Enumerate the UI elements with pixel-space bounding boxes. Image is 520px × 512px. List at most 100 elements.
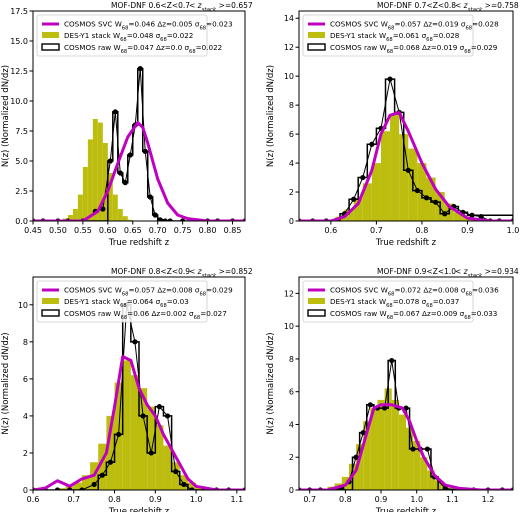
y-tick-label: 0.0 bbox=[15, 217, 28, 226]
y-tick-label: 10 bbox=[284, 322, 294, 331]
panel-title-mean: < zstack >=0.852 bbox=[189, 267, 253, 279]
y-tick-label: 6 bbox=[289, 130, 294, 139]
x-tick-label: 0.75 bbox=[174, 226, 192, 235]
x-tick-label: 0.9 bbox=[461, 226, 474, 235]
x-tick-label: 0.6 bbox=[325, 226, 338, 235]
y-tick-label: 14 bbox=[284, 14, 294, 23]
des-stack-bar bbox=[98, 443, 107, 490]
x-tick-label: 0.7 bbox=[370, 226, 383, 235]
des-stack-bar bbox=[413, 440, 421, 490]
axes-frame bbox=[298, 10, 514, 222]
cosmos-raw-point bbox=[387, 76, 393, 82]
cosmos-svc-curve bbox=[299, 403, 513, 490]
cosmos-raw-point bbox=[478, 214, 484, 220]
cosmos-raw-point bbox=[140, 413, 146, 419]
y-tick-label: 2.5 bbox=[15, 187, 28, 196]
des-stack-bar bbox=[155, 425, 164, 490]
legend-svc-label: COSMOS SVC W68=0.057 Δz=0.008 σ68=0.029 bbox=[64, 286, 233, 298]
des-stack-bar bbox=[363, 421, 371, 490]
cosmos-raw-point bbox=[132, 339, 138, 345]
legend-des-label: DES-Y1 stack W68=0.064 σ68=0.03 bbox=[64, 297, 189, 309]
axes-frame bbox=[32, 276, 246, 491]
x-tick-label: 0.6 bbox=[27, 495, 40, 504]
y-tick-label: 12 bbox=[284, 289, 294, 298]
cosmos-raw-point bbox=[162, 218, 168, 221]
chart-panel-3: 0.6 0.7 0.8 0.9 1.0 1.1 0 2 4 6 8 10 True redshift z… bbox=[1, 267, 253, 512]
panel-title-mean: < zstack >=0.758 bbox=[455, 1, 519, 13]
cosmos-raw-point bbox=[122, 180, 128, 186]
y-tick-label: 2 bbox=[289, 453, 294, 462]
y-tick-label: 6 bbox=[289, 388, 294, 397]
cosmos-raw-point bbox=[353, 454, 359, 460]
plot-area bbox=[33, 302, 245, 490]
x-tick-label: 0.8 bbox=[416, 226, 429, 235]
des-stack-bar bbox=[122, 216, 128, 221]
cosmos-raw-point bbox=[99, 472, 105, 478]
des-stack-bar bbox=[102, 143, 108, 221]
panel-title: MOF-DNF 0.9<Z<1.0 bbox=[377, 267, 456, 276]
des-stack-bar bbox=[377, 399, 385, 490]
des-stack-bar bbox=[356, 444, 364, 490]
cosmos-raw-point bbox=[147, 194, 153, 200]
des-stack-bar bbox=[344, 209, 354, 221]
cosmos-raw-point bbox=[107, 158, 113, 164]
x-axis-label: True redshift z bbox=[375, 507, 437, 512]
des-stack-bar bbox=[87, 139, 93, 221]
x-tick-label: 0.70 bbox=[149, 226, 167, 235]
cosmos-raw-point bbox=[100, 206, 106, 212]
cosmos-raw-point bbox=[382, 405, 388, 411]
y-tick-label: 8 bbox=[289, 355, 294, 364]
cosmos-raw-point bbox=[181, 481, 187, 488]
x-tick-label: 0.9 bbox=[375, 495, 388, 504]
y-axis-label: N(z) (Normalized dN/dz) bbox=[266, 332, 276, 434]
legend-des-swatch bbox=[308, 298, 325, 304]
legend-box bbox=[36, 280, 208, 323]
legend: COSMOS SVC W68=0.057 Δz=0.008 σ68=0.029D… bbox=[36, 280, 233, 323]
des-stack-bar bbox=[453, 212, 463, 221]
legend-raw-swatch bbox=[307, 43, 326, 51]
x-tick-label: 1.2 bbox=[482, 495, 495, 504]
des-stack-bar bbox=[187, 482, 197, 490]
cosmos-raw-point bbox=[405, 167, 411, 173]
y-tick-label: 5.0 bbox=[15, 157, 28, 166]
x-tick-label: 0.80 bbox=[199, 226, 217, 235]
cosmos-raw-point bbox=[116, 431, 122, 438]
y-tick-label: 10 bbox=[284, 72, 294, 81]
cosmos-raw-point bbox=[164, 413, 171, 419]
des-stack-bar bbox=[127, 219, 133, 221]
des-stack-bar bbox=[130, 375, 139, 490]
x-tick-label: 0.7 bbox=[67, 495, 80, 504]
x-axis-label: True redshift z bbox=[375, 238, 437, 248]
y-tick-label: 0 bbox=[289, 486, 294, 495]
x-tick-label: 1.1 bbox=[446, 495, 459, 504]
des-stack-bar bbox=[398, 414, 406, 490]
cosmos-raw-point bbox=[167, 218, 173, 221]
des-stack-bar bbox=[406, 427, 414, 490]
y-tick-label: 10 bbox=[18, 301, 28, 310]
x-axis-label: True redshift z bbox=[108, 507, 170, 512]
cosmos-raw-point bbox=[414, 187, 420, 194]
y-tick-label: 0 bbox=[289, 217, 294, 226]
legend-des-label: DES-Y1 stack W68=0.061 σ68=0.028 bbox=[330, 31, 460, 43]
y-tick-label: 12.5 bbox=[10, 67, 28, 76]
x-tick-label: 0.45 bbox=[24, 226, 42, 235]
des-stack-bar bbox=[427, 470, 435, 490]
plot-area bbox=[33, 66, 245, 221]
legend: COSMOS SVC W68=0.046 Δz=0.005 σ68=0.023D… bbox=[36, 14, 233, 57]
panel-title-mean: < zstack >=0.934 bbox=[455, 267, 519, 279]
y-tick-label: 2 bbox=[289, 188, 294, 197]
des-stack-bar bbox=[391, 399, 399, 490]
legend-raw-label: COSMOS raw W68=0.067 Δz=0.009 σ68=0.033 bbox=[330, 309, 497, 321]
y-tick-label: 0 bbox=[23, 486, 28, 495]
des-stack-bar bbox=[362, 183, 372, 221]
y-axis-label: N(z) (Normalized dN/dz) bbox=[1, 65, 11, 167]
des-stack-bar bbox=[57, 488, 66, 490]
x-tick-label: 0.8 bbox=[108, 495, 121, 504]
cosmos-raw-point bbox=[54, 487, 61, 490]
y-tick-label: 2 bbox=[23, 449, 28, 458]
legend-des-swatch bbox=[42, 32, 59, 38]
cosmos-raw-point bbox=[423, 195, 430, 201]
cosmos-raw-point bbox=[152, 212, 158, 218]
x-tick-label: 0.55 bbox=[74, 226, 92, 235]
legend: COSMOS SVC W68=0.072 Δz=0.008 σ68=0.036D… bbox=[302, 280, 499, 323]
